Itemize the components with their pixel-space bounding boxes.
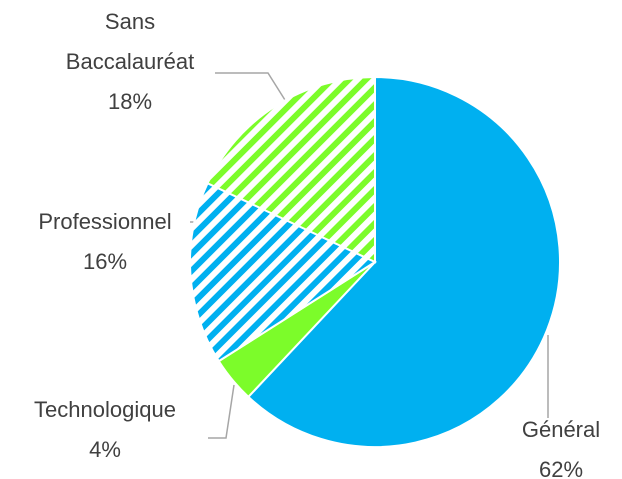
slice-label: Professionnel 16% (0, 202, 210, 282)
category-label: Professionnel (38, 209, 172, 234)
leader-line (208, 384, 235, 439)
category-label: Sans Baccalauréat (65, 9, 195, 74)
category-label: Général (521, 417, 601, 442)
value-label: 16% (82, 249, 128, 274)
slice-label: Technologique 4% (0, 390, 210, 470)
pie-slice (206, 75, 376, 264)
value-label: 62% (538, 457, 584, 479)
pie-slice (189, 181, 378, 363)
leader-line (215, 72, 286, 101)
value-label: 4% (89, 437, 121, 462)
pie-slice (246, 75, 561, 448)
value-label: 18% (107, 89, 153, 114)
slice-label: Général 62% (500, 410, 622, 479)
slice-label: Sans Baccalauréat 18% (30, 2, 230, 122)
category-label: Technologique (34, 397, 176, 422)
